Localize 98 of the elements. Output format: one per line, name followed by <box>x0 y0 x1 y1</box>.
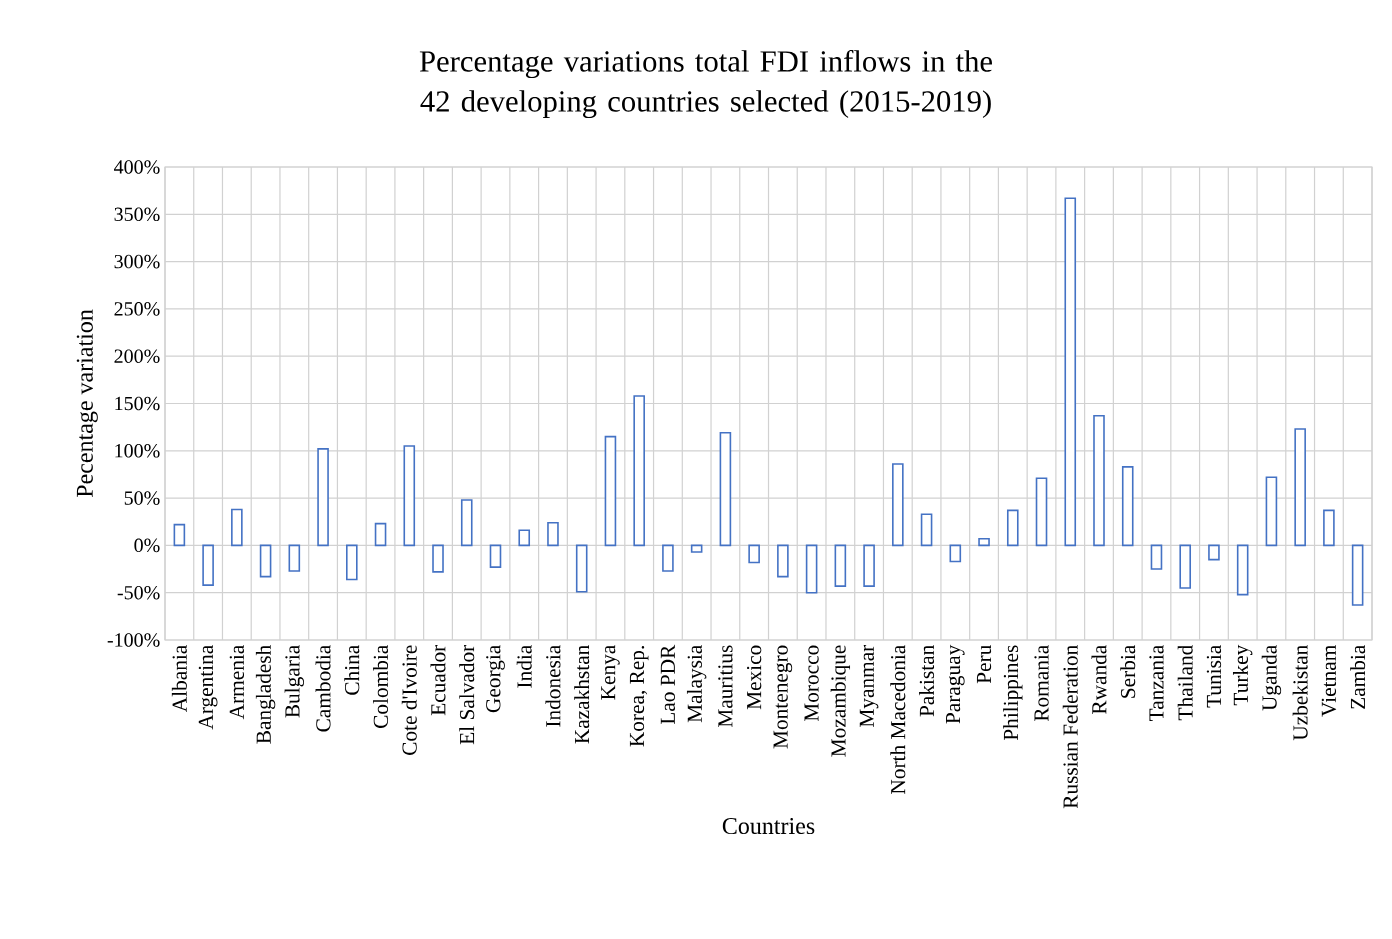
x-tick-label: Kazakhstan <box>574 645 590 744</box>
x-tick-label: Russian Federation <box>1062 645 1078 809</box>
x-tick-label: Tunisia <box>1206 644 1222 708</box>
x-tick-label: Bangladesh <box>255 644 276 744</box>
x-tick-label: Uzbekistan <box>1292 645 1308 741</box>
y-tick-label: 350% <box>114 207 160 222</box>
bar <box>317 448 329 547</box>
x-tick-label: Mauritius <box>718 645 733 728</box>
x-tick-label: Philippines <box>1003 645 1023 741</box>
x-tick-label: Malaysia <box>686 644 707 723</box>
bar <box>892 463 904 547</box>
x-tick-label: Myanmar <box>859 644 879 728</box>
y-tick-label: -100% <box>107 633 160 647</box>
x-tick-label: Korea, Rep. <box>629 646 649 747</box>
bar <box>1064 197 1077 547</box>
bar <box>1294 428 1306 547</box>
y-tick-label: 300% <box>114 254 160 269</box>
bar <box>259 544 272 578</box>
x-tick-label: Cambodia <box>315 644 331 732</box>
bar <box>1035 477 1048 547</box>
x-tick-label: China <box>344 645 360 695</box>
bar <box>173 523 186 547</box>
y-axis-title: Pecentage variation <box>76 309 98 498</box>
bar <box>547 521 559 547</box>
x-tick-label: Thailand <box>1177 644 1193 721</box>
x-tick-label: Montenegro <box>773 645 793 749</box>
x-tick-label: Mozambique <box>830 645 851 757</box>
bar <box>949 544 962 563</box>
x-tick-label: Colombia <box>373 644 389 728</box>
bar <box>231 508 243 547</box>
y-tick-label: 200% <box>114 349 160 363</box>
x-tick-label: Cote d'Ivoire <box>401 645 417 755</box>
x-tick-label: Indonesia <box>545 645 561 727</box>
bar <box>346 544 358 581</box>
bar <box>1179 544 1192 589</box>
x-tick-label: Zambia <box>1350 644 1366 709</box>
x-tick-label: Serbia <box>1120 645 1136 698</box>
x-tick-label: Rwanda <box>1091 645 1107 715</box>
y-tick-label: 100% <box>115 444 160 458</box>
bar <box>863 544 875 587</box>
y-tick-label: -50% <box>117 585 160 600</box>
x-tick-label: Argentina <box>198 644 218 730</box>
bar <box>1150 544 1163 570</box>
bar <box>662 544 674 572</box>
x-tick-label: Paraguay <box>946 644 965 724</box>
bar <box>1006 509 1019 547</box>
bar <box>834 544 847 587</box>
y-tick-label: 150% <box>115 396 160 411</box>
x-tick-label: Armenia <box>229 644 245 720</box>
x-tick-label: Kenya <box>601 645 620 700</box>
x-tick-label: Albania <box>171 644 187 713</box>
bar <box>202 544 214 586</box>
bar <box>518 529 531 547</box>
bar <box>489 544 502 568</box>
bar <box>633 395 645 547</box>
x-tick-label: Turkey <box>1232 644 1253 706</box>
bar <box>1121 466 1134 547</box>
bar <box>288 544 301 572</box>
x-tick-label: Lao PDR <box>660 644 676 725</box>
chart-title: Percentage variations total FDI inflows in the 42 developing countries selected (2015-2019) <box>419 49 992 119</box>
x-tick-label: Mexico <box>746 645 762 710</box>
y-tick-label: 400% <box>114 160 160 174</box>
bar <box>805 544 818 594</box>
bar <box>403 445 416 547</box>
x-tick-label: Peru <box>976 645 992 684</box>
x-tick-label: Uganda <box>1261 645 1282 711</box>
bar <box>1351 544 1364 606</box>
bar <box>1093 415 1105 547</box>
x-tick-label: North Macedonia <box>890 644 906 794</box>
x-tick-label: Romania <box>1034 644 1049 722</box>
x-tick-label: Tanzania <box>1149 644 1164 722</box>
x-tick-label: Ecuador <box>430 644 446 716</box>
y-tick-label: 0% <box>134 538 160 553</box>
bar <box>460 499 473 547</box>
bar <box>920 513 933 547</box>
x-tick-label: Bulgaria <box>284 644 305 718</box>
bar <box>719 432 732 547</box>
x-tick-label: El Salvador <box>459 644 475 745</box>
bar <box>432 544 444 573</box>
x-axis-title: Countries <box>722 817 815 835</box>
bar <box>374 522 387 547</box>
bar <box>1323 509 1335 547</box>
bar <box>1208 544 1220 561</box>
bar <box>690 544 703 553</box>
x-tick-label: Morocco <box>804 645 819 722</box>
x-tick-label: Vietnam <box>1321 645 1337 717</box>
bar <box>575 544 588 593</box>
bar <box>1236 544 1249 596</box>
y-tick-label: 50% <box>124 491 160 505</box>
bar <box>604 435 617 547</box>
bar <box>777 544 789 578</box>
bar <box>978 537 990 547</box>
x-tick-label: India <box>516 645 532 688</box>
x-tick-label: Georgia <box>486 644 505 713</box>
y-tick-label: 250% <box>114 302 160 316</box>
x-tick-label: Pakistan <box>919 645 935 717</box>
bar <box>1265 476 1278 547</box>
bar <box>748 544 760 564</box>
